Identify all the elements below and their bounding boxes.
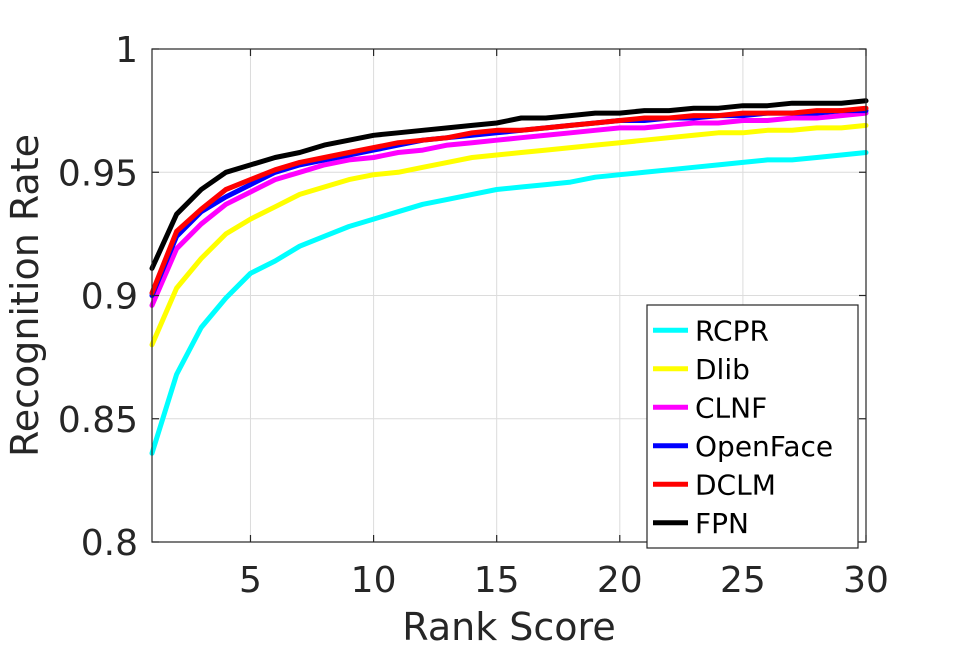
legend-item: DCLM bbox=[653, 468, 776, 501]
x-tick-label: 25 bbox=[720, 560, 766, 601]
series-line-fpn bbox=[149, 98, 869, 271]
y-tick-label: 1 bbox=[115, 30, 138, 71]
series-line-clnf bbox=[149, 110, 869, 308]
legend-label: CLNF bbox=[695, 391, 767, 424]
legend-item: OpenFace bbox=[653, 430, 833, 463]
x-tick-labels: 5 10 15 20 25 30 bbox=[239, 560, 889, 601]
y-tick-label: 0.8 bbox=[81, 523, 138, 564]
series-line-dlib bbox=[149, 122, 869, 348]
y-tick-label: 0.95 bbox=[58, 153, 138, 194]
x-tick-label: 15 bbox=[474, 560, 520, 601]
legend-box bbox=[646, 304, 859, 549]
legend-item: CLNF bbox=[653, 391, 767, 424]
series-lines bbox=[149, 98, 869, 456]
legend-label: RCPR bbox=[695, 314, 769, 347]
x-tick-label: 30 bbox=[843, 560, 889, 601]
y-tick-label: 0.85 bbox=[58, 400, 138, 441]
legend-label: DCLM bbox=[695, 468, 776, 501]
legend: RCPR Dlib CLNF OpenFace DCLM FPN bbox=[646, 304, 859, 549]
x-tick-label: 5 bbox=[239, 560, 262, 601]
legend-item: FPN bbox=[653, 507, 749, 540]
legend-label: OpenFace bbox=[695, 430, 833, 463]
legend-label: Dlib bbox=[695, 353, 750, 386]
tick-marks bbox=[152, 48, 867, 543]
legend-label: FPN bbox=[695, 507, 749, 540]
y-tick-label: 0.9 bbox=[81, 277, 138, 318]
x-tick-label: 10 bbox=[351, 560, 397, 601]
legend-item: RCPR bbox=[653, 314, 769, 347]
series-line-rcpr bbox=[149, 150, 869, 456]
legend-item: Dlib bbox=[653, 353, 750, 386]
x-tick-label: 20 bbox=[597, 560, 643, 601]
x-axis-label: Rank Score bbox=[402, 605, 615, 649]
series-line-dclm bbox=[149, 105, 869, 296]
y-tick-labels: 0.8 0.85 0.9 0.95 1 bbox=[58, 30, 138, 564]
y-axis-label: Recognition Rate bbox=[3, 134, 47, 457]
